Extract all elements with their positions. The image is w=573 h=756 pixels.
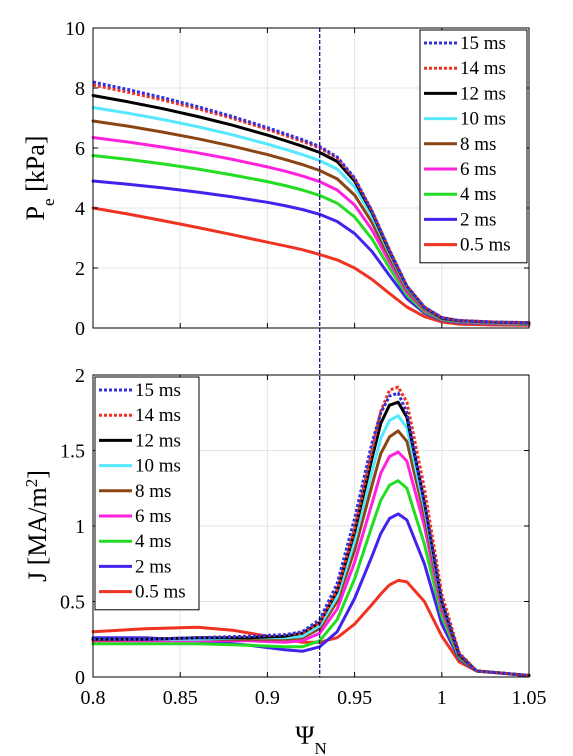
j-x-tick-label: 1.05 bbox=[512, 687, 547, 709]
pe-y-tick-label: 2 bbox=[75, 258, 85, 280]
x-axis-label: ΨN bbox=[295, 721, 326, 756]
j-y-tick-label: 1 bbox=[75, 516, 85, 538]
j-legend-label: 14 ms bbox=[135, 405, 181, 426]
pe-legend-label: 15 ms bbox=[460, 33, 506, 54]
pe-series-line bbox=[92, 80, 530, 325]
j-x-tick-label: 1 bbox=[437, 687, 447, 709]
pe-legend-label: 8 ms bbox=[460, 134, 496, 155]
j-legend: 15 ms 14 ms 12 ms 10 ms 8 ms 6 ms 4 ms 2 ms 0.5 … bbox=[94, 376, 200, 611]
j-legend-label: 4 ms bbox=[135, 531, 171, 552]
j-x-tick-label: 0.8 bbox=[81, 687, 106, 709]
pe-legend-label: 0.5 ms bbox=[460, 235, 511, 256]
j-y-tick-label: 1.5 bbox=[60, 441, 85, 463]
pe-panel: 0 2 4 6 8 10 15 ms 14 ms 12 ms 10 ms 8 ms 6 ms 4 ms… bbox=[21, 18, 531, 340]
pe-y-axis-label: Pe [kPa] bbox=[21, 136, 58, 221]
j-legend-label: 10 ms bbox=[135, 456, 181, 477]
pe-lines bbox=[91, 80, 531, 327]
pe-legend-label: 10 ms bbox=[460, 109, 506, 130]
pe-series-line bbox=[91, 206, 531, 327]
pe-legend-label: 12 ms bbox=[460, 83, 506, 104]
pe-y-tick-label: 10 bbox=[65, 18, 85, 40]
pe-legend-label: 6 ms bbox=[460, 159, 496, 180]
pe-legend-box bbox=[419, 29, 528, 264]
j-legend-label: 8 ms bbox=[135, 481, 171, 502]
j-lines bbox=[91, 385, 531, 677]
j-x-tick-label: 0.9 bbox=[255, 687, 280, 709]
j-legend-label: 2 ms bbox=[135, 556, 171, 577]
pe-legend-label: 14 ms bbox=[460, 58, 506, 79]
j-series-line bbox=[91, 479, 531, 677]
pe-y-tick-label: 4 bbox=[75, 198, 85, 220]
j-panel: 0 0.5 1 1.5 2 0.8 0.85 0.9 0.95 1 1.05 15 ms 14 ms… bbox=[22, 328, 547, 756]
pe-y-ticks: 0 2 4 6 8 10 bbox=[65, 18, 530, 340]
pe-legend-label: 4 ms bbox=[460, 184, 496, 205]
pe-legend: 15 ms 14 ms 12 ms 10 ms 8 ms 6 ms 4 ms 2 ms 0.5 … bbox=[419, 29, 528, 264]
j-legend-label: 15 ms bbox=[135, 380, 181, 401]
j-legend-label: 6 ms bbox=[135, 506, 171, 527]
pe-plot-frame bbox=[92, 27, 530, 329]
j-x-tick-label: 0.95 bbox=[337, 687, 372, 709]
pe-y-tick-label: 8 bbox=[75, 78, 85, 100]
j-y-axis-label: J [MA/m2] bbox=[22, 470, 53, 582]
j-y-tick-label: 0.5 bbox=[60, 592, 85, 614]
j-y-tick-label: 0 bbox=[75, 667, 85, 689]
j-x-tick-label: 0.85 bbox=[163, 687, 198, 709]
pe-legend-label: 2 ms bbox=[460, 209, 496, 230]
pe-y-tick-label: 6 bbox=[75, 138, 85, 160]
j-x-ticks: 0.8 0.85 0.9 0.95 1 1.05 bbox=[81, 687, 547, 709]
j-legend-label: 0.5 ms bbox=[135, 582, 186, 603]
j-y-ticks: 0 0.5 1 1.5 2 bbox=[60, 365, 530, 689]
j-legend-label: 12 ms bbox=[135, 430, 181, 451]
j-series-line bbox=[93, 391, 530, 677]
j-legend-box bbox=[94, 376, 200, 611]
j-series-line bbox=[91, 578, 531, 677]
j-y-tick-label: 2 bbox=[75, 365, 85, 387]
pe-y-tick-label: 0 bbox=[75, 318, 85, 340]
